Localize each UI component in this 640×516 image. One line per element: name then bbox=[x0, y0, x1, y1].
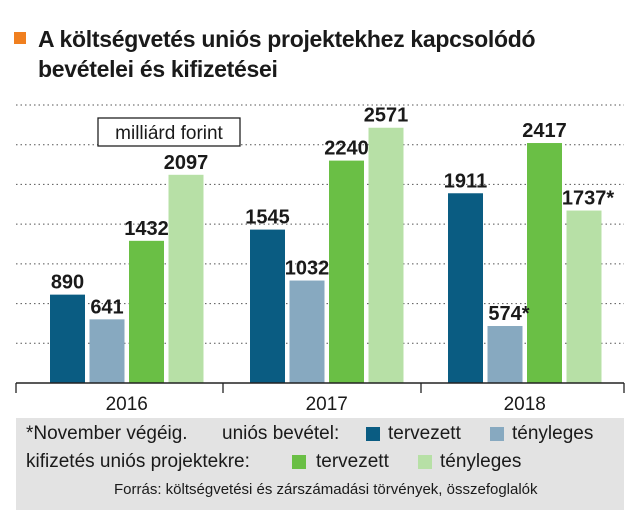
data-label: 641 bbox=[90, 296, 123, 318]
footnote: *November végéig. bbox=[26, 423, 188, 444]
bar bbox=[289, 280, 325, 383]
legend-swatch-income-actual bbox=[490, 427, 504, 441]
legend-payment-planned: tervezett bbox=[316, 451, 389, 472]
legend: *November végéig. uniós bevétel: terveze… bbox=[16, 418, 624, 510]
bar bbox=[329, 160, 364, 383]
unit-box: milliárd forint bbox=[97, 117, 241, 147]
data-label: 2417 bbox=[522, 120, 567, 142]
bar bbox=[487, 326, 523, 383]
chart-title-line1: A költségvetés uniós projektekhez kapcso… bbox=[38, 26, 536, 52]
legend-income-actual: tényleges bbox=[512, 423, 594, 444]
unit-label: milliárd forint bbox=[115, 123, 223, 144]
data-label: 2240 bbox=[324, 138, 369, 160]
legend-payment-actual: tényleges bbox=[440, 451, 522, 472]
bar bbox=[566, 210, 602, 383]
data-labels: 890 641 1432 2097 1545 1032 2240 2571 1911 574* 24… bbox=[51, 105, 615, 325]
data-label: 574* bbox=[488, 303, 529, 325]
bar bbox=[129, 240, 164, 383]
chart-title: A költségvetés uniós projektekhez kapcso… bbox=[38, 24, 628, 84]
bar bbox=[448, 193, 483, 383]
data-label: 1432 bbox=[124, 218, 169, 240]
bars bbox=[50, 127, 602, 384]
legend-row-income: *November végéig. uniós bevétel: terveze… bbox=[26, 422, 626, 446]
chart-title-line2: bevételei és kifizetései bbox=[38, 56, 278, 82]
data-label: 1032 bbox=[285, 258, 330, 280]
legend-swatch-payment-actual bbox=[418, 455, 432, 469]
x-tick-label: 2017 bbox=[306, 394, 348, 415]
bar bbox=[168, 174, 204, 383]
data-label: 890 bbox=[51, 272, 84, 294]
legend-income-planned: tervezett bbox=[388, 423, 461, 444]
bar bbox=[368, 127, 404, 384]
data-label: 1545 bbox=[245, 207, 290, 229]
legend-income-label: uniós bevétel: bbox=[222, 423, 340, 444]
legend-swatch-payment-planned bbox=[292, 455, 306, 469]
bar bbox=[527, 143, 562, 383]
data-label: 2571 bbox=[364, 105, 409, 127]
x-tick-label: 2016 bbox=[106, 394, 148, 415]
legend-row-payment: kifizetés uniós projektekre: tervezett t… bbox=[26, 450, 626, 474]
bar bbox=[250, 229, 285, 383]
legend-payment-label: kifizetés uniós projektekre: bbox=[26, 451, 250, 472]
data-label: 1911 bbox=[444, 170, 487, 192]
data-label: 1737* bbox=[562, 188, 614, 210]
data-label: 2097 bbox=[164, 152, 209, 174]
x-axis: 2016 2017 2018 bbox=[15, 382, 625, 415]
title-marker bbox=[14, 32, 26, 44]
x-tick-label: 2018 bbox=[504, 394, 546, 415]
source-note: Forrás: költségvetési és zárszámadási tö… bbox=[114, 481, 538, 498]
bar bbox=[89, 319, 125, 383]
bar bbox=[50, 294, 85, 383]
legend-swatch-income-planned bbox=[366, 427, 380, 441]
